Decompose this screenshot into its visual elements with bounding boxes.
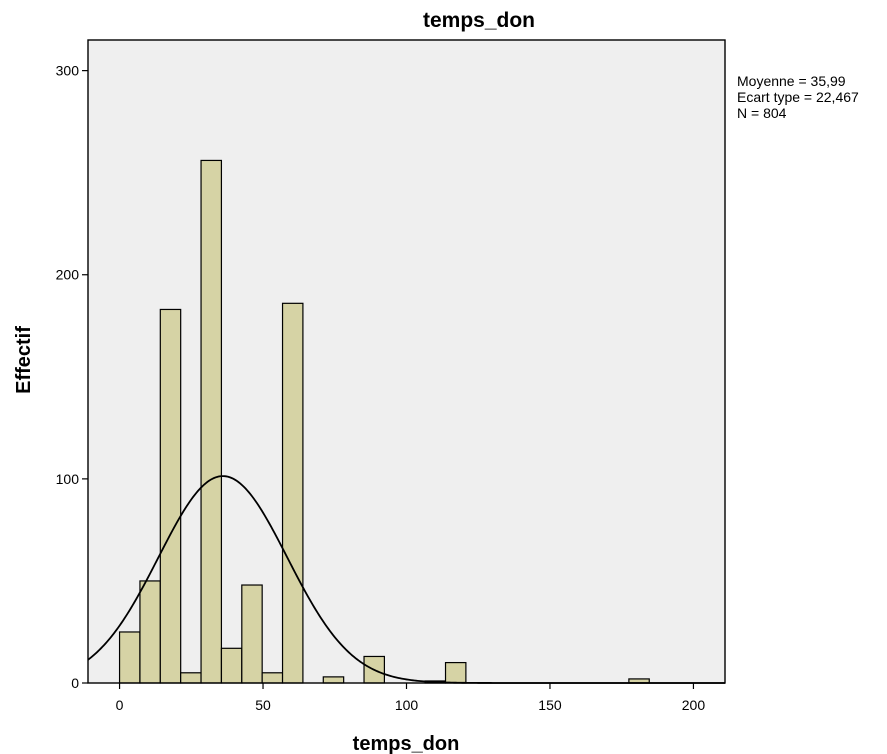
x-tick-label: 50: [255, 697, 271, 713]
y-tick-label: 0: [71, 675, 79, 691]
histogram-bar: [322, 676, 345, 684]
mean-label: Moyenne = 35,99: [737, 73, 846, 89]
x-tick-label: 200: [682, 697, 706, 713]
n-label: N = 804: [737, 105, 787, 121]
y-tick-label: 100: [56, 471, 80, 487]
y-axis: 0 100 200 300: [56, 63, 88, 691]
y-axis-label: Effectif: [13, 326, 35, 394]
histogram-bar: [200, 159, 223, 684]
y-tick-label: 300: [56, 63, 80, 79]
histogram-bar: [261, 672, 284, 684]
chart-title: temps_don: [423, 9, 535, 32]
x-axis-label: temps_don: [353, 733, 460, 754]
histogram-bar: [241, 584, 263, 684]
x-tick-label: 0: [116, 697, 124, 713]
x-tick-label: 150: [538, 697, 562, 713]
plot-area: [88, 40, 725, 683]
histogram-bar: [281, 302, 304, 684]
x-tick-label: 100: [395, 697, 419, 713]
histogram-bar: [159, 308, 182, 684]
histogram-bar: [118, 631, 141, 684]
histogram-bar: [444, 661, 467, 684]
histogram-bar: [180, 672, 202, 684]
histogram-bar: [139, 580, 161, 684]
y-tick-label: 200: [56, 267, 80, 283]
histogram-bar: [220, 647, 243, 684]
statistics-box: Moyenne = 35,99 Ecart type = 22,467 N = …: [737, 73, 859, 121]
x-axis: 0 50 100 150 200: [116, 683, 706, 713]
std-dev-label: Ecart type = 22,467: [737, 89, 859, 105]
